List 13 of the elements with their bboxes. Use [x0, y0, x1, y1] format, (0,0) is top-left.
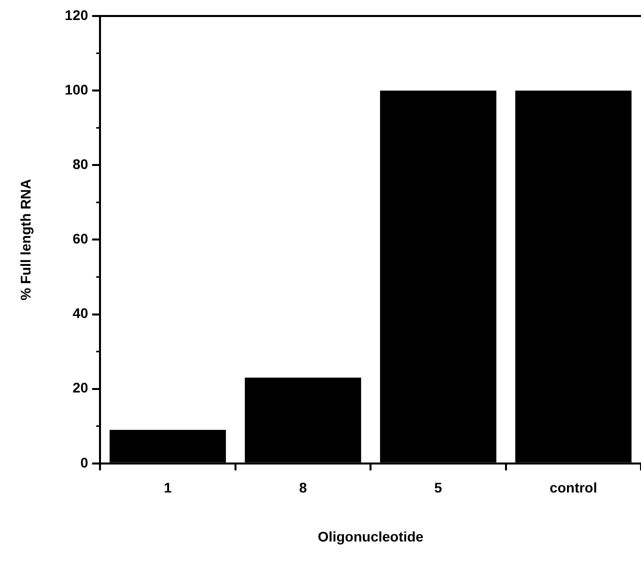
x-tick-label: 8: [299, 480, 308, 496]
y-tick-label: 40: [72, 305, 88, 322]
y-tick-label: 0: [80, 454, 88, 470]
x-tick-label: 5: [434, 480, 442, 496]
x-axis-title: Oligonucleotide: [318, 528, 424, 544]
y-tick-label: 60: [72, 230, 88, 247]
y-tick-label: 20: [72, 380, 88, 396]
x-tick-label: control: [550, 480, 598, 496]
y-tick-label: 80: [72, 156, 88, 172]
x-tick-label: 1: [164, 480, 172, 496]
y-tick-label: 120: [64, 6, 88, 23]
y-tick-label: 100: [64, 81, 88, 98]
y-axis-title: % Full length RNA: [17, 179, 34, 300]
